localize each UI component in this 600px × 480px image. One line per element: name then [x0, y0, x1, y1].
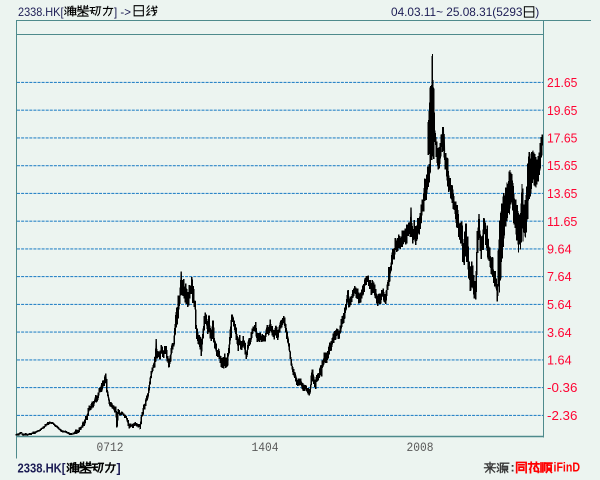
svg-text:19.65: 19.65: [547, 103, 577, 118]
svg-text:]: ]: [117, 462, 121, 476]
svg-text:7.64: 7.64: [547, 269, 572, 284]
svg-text:9.64: 9.64: [547, 242, 572, 257]
svg-text:17.65: 17.65: [547, 131, 577, 146]
svg-text:-2.36: -2.36: [547, 408, 577, 423]
svg-text:15.65: 15.65: [547, 158, 577, 173]
svg-text:] ->: ] ->: [114, 5, 131, 19]
svg-text:1.64: 1.64: [547, 353, 572, 368]
svg-text:13.65: 13.65: [547, 186, 577, 201]
svg-text:): ): [535, 5, 539, 19]
svg-text:2008: 2008: [407, 440, 434, 455]
svg-text:5.64: 5.64: [547, 297, 572, 312]
svg-text:04.03.11~ 25.08.31(5293: 04.03.11~ 25.08.31(5293: [391, 5, 523, 19]
svg-text:11.65: 11.65: [547, 214, 577, 229]
svg-text:iFinD: iFinD: [554, 461, 581, 475]
svg-text:21.65: 21.65: [547, 75, 577, 90]
svg-text:-0.36: -0.36: [547, 380, 577, 395]
svg-text:3.64: 3.64: [547, 325, 572, 340]
svg-text:0712: 0712: [97, 440, 124, 455]
svg-text:1404: 1404: [252, 440, 279, 455]
svg-text:2338.HK[: 2338.HK[: [18, 5, 64, 19]
svg-text:2338.HK[: 2338.HK[: [18, 462, 67, 476]
svg-text::: :: [511, 461, 515, 475]
